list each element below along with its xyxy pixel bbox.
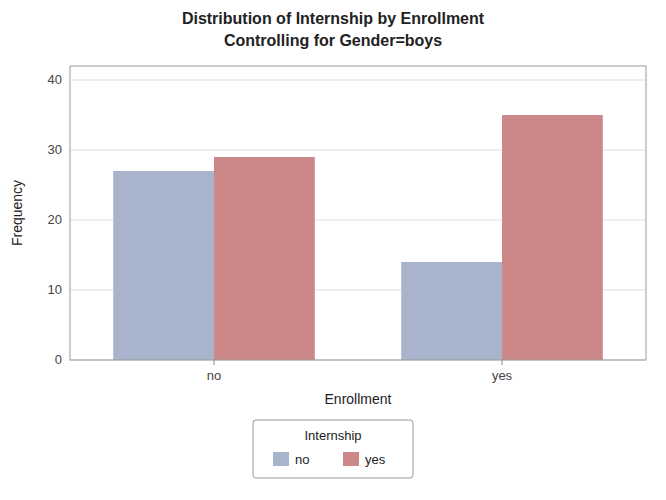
- bar: [214, 157, 315, 360]
- grid-line: [70, 80, 646, 81]
- title: Distribution of Internship by Enrollment: [182, 10, 485, 27]
- bars: [113, 115, 603, 360]
- subtitle: Controlling for Gender=boys: [224, 32, 442, 49]
- y-tick-label: 20: [48, 212, 62, 227]
- x-tick: [214, 360, 215, 365]
- legend-label: yes: [365, 452, 386, 467]
- y-axis-label: Frequency: [9, 180, 25, 246]
- x-tick-label: no: [207, 368, 221, 383]
- legend-swatch: [273, 452, 289, 466]
- chart: Distribution of Internship by Enrollment…: [0, 0, 666, 500]
- y-tick-label: 30: [48, 142, 62, 157]
- y-tick-label: 10: [48, 282, 62, 297]
- legend: Internship no yes: [253, 420, 413, 478]
- bar: [502, 115, 603, 360]
- legend-label: no: [295, 452, 309, 467]
- legend-swatch: [343, 452, 359, 466]
- x-tick: [502, 360, 503, 365]
- plot-frame: [70, 66, 646, 360]
- y-tick-label: 0: [55, 352, 62, 367]
- legend-box: [253, 420, 413, 478]
- legend-title: Internship: [304, 428, 361, 443]
- bar: [113, 171, 214, 360]
- x-tick-label: yes: [492, 368, 513, 383]
- bar: [401, 262, 502, 360]
- y-tick-label: 40: [48, 72, 62, 87]
- grid: [70, 80, 646, 360]
- x-axis-label: Enrollment: [325, 391, 392, 407]
